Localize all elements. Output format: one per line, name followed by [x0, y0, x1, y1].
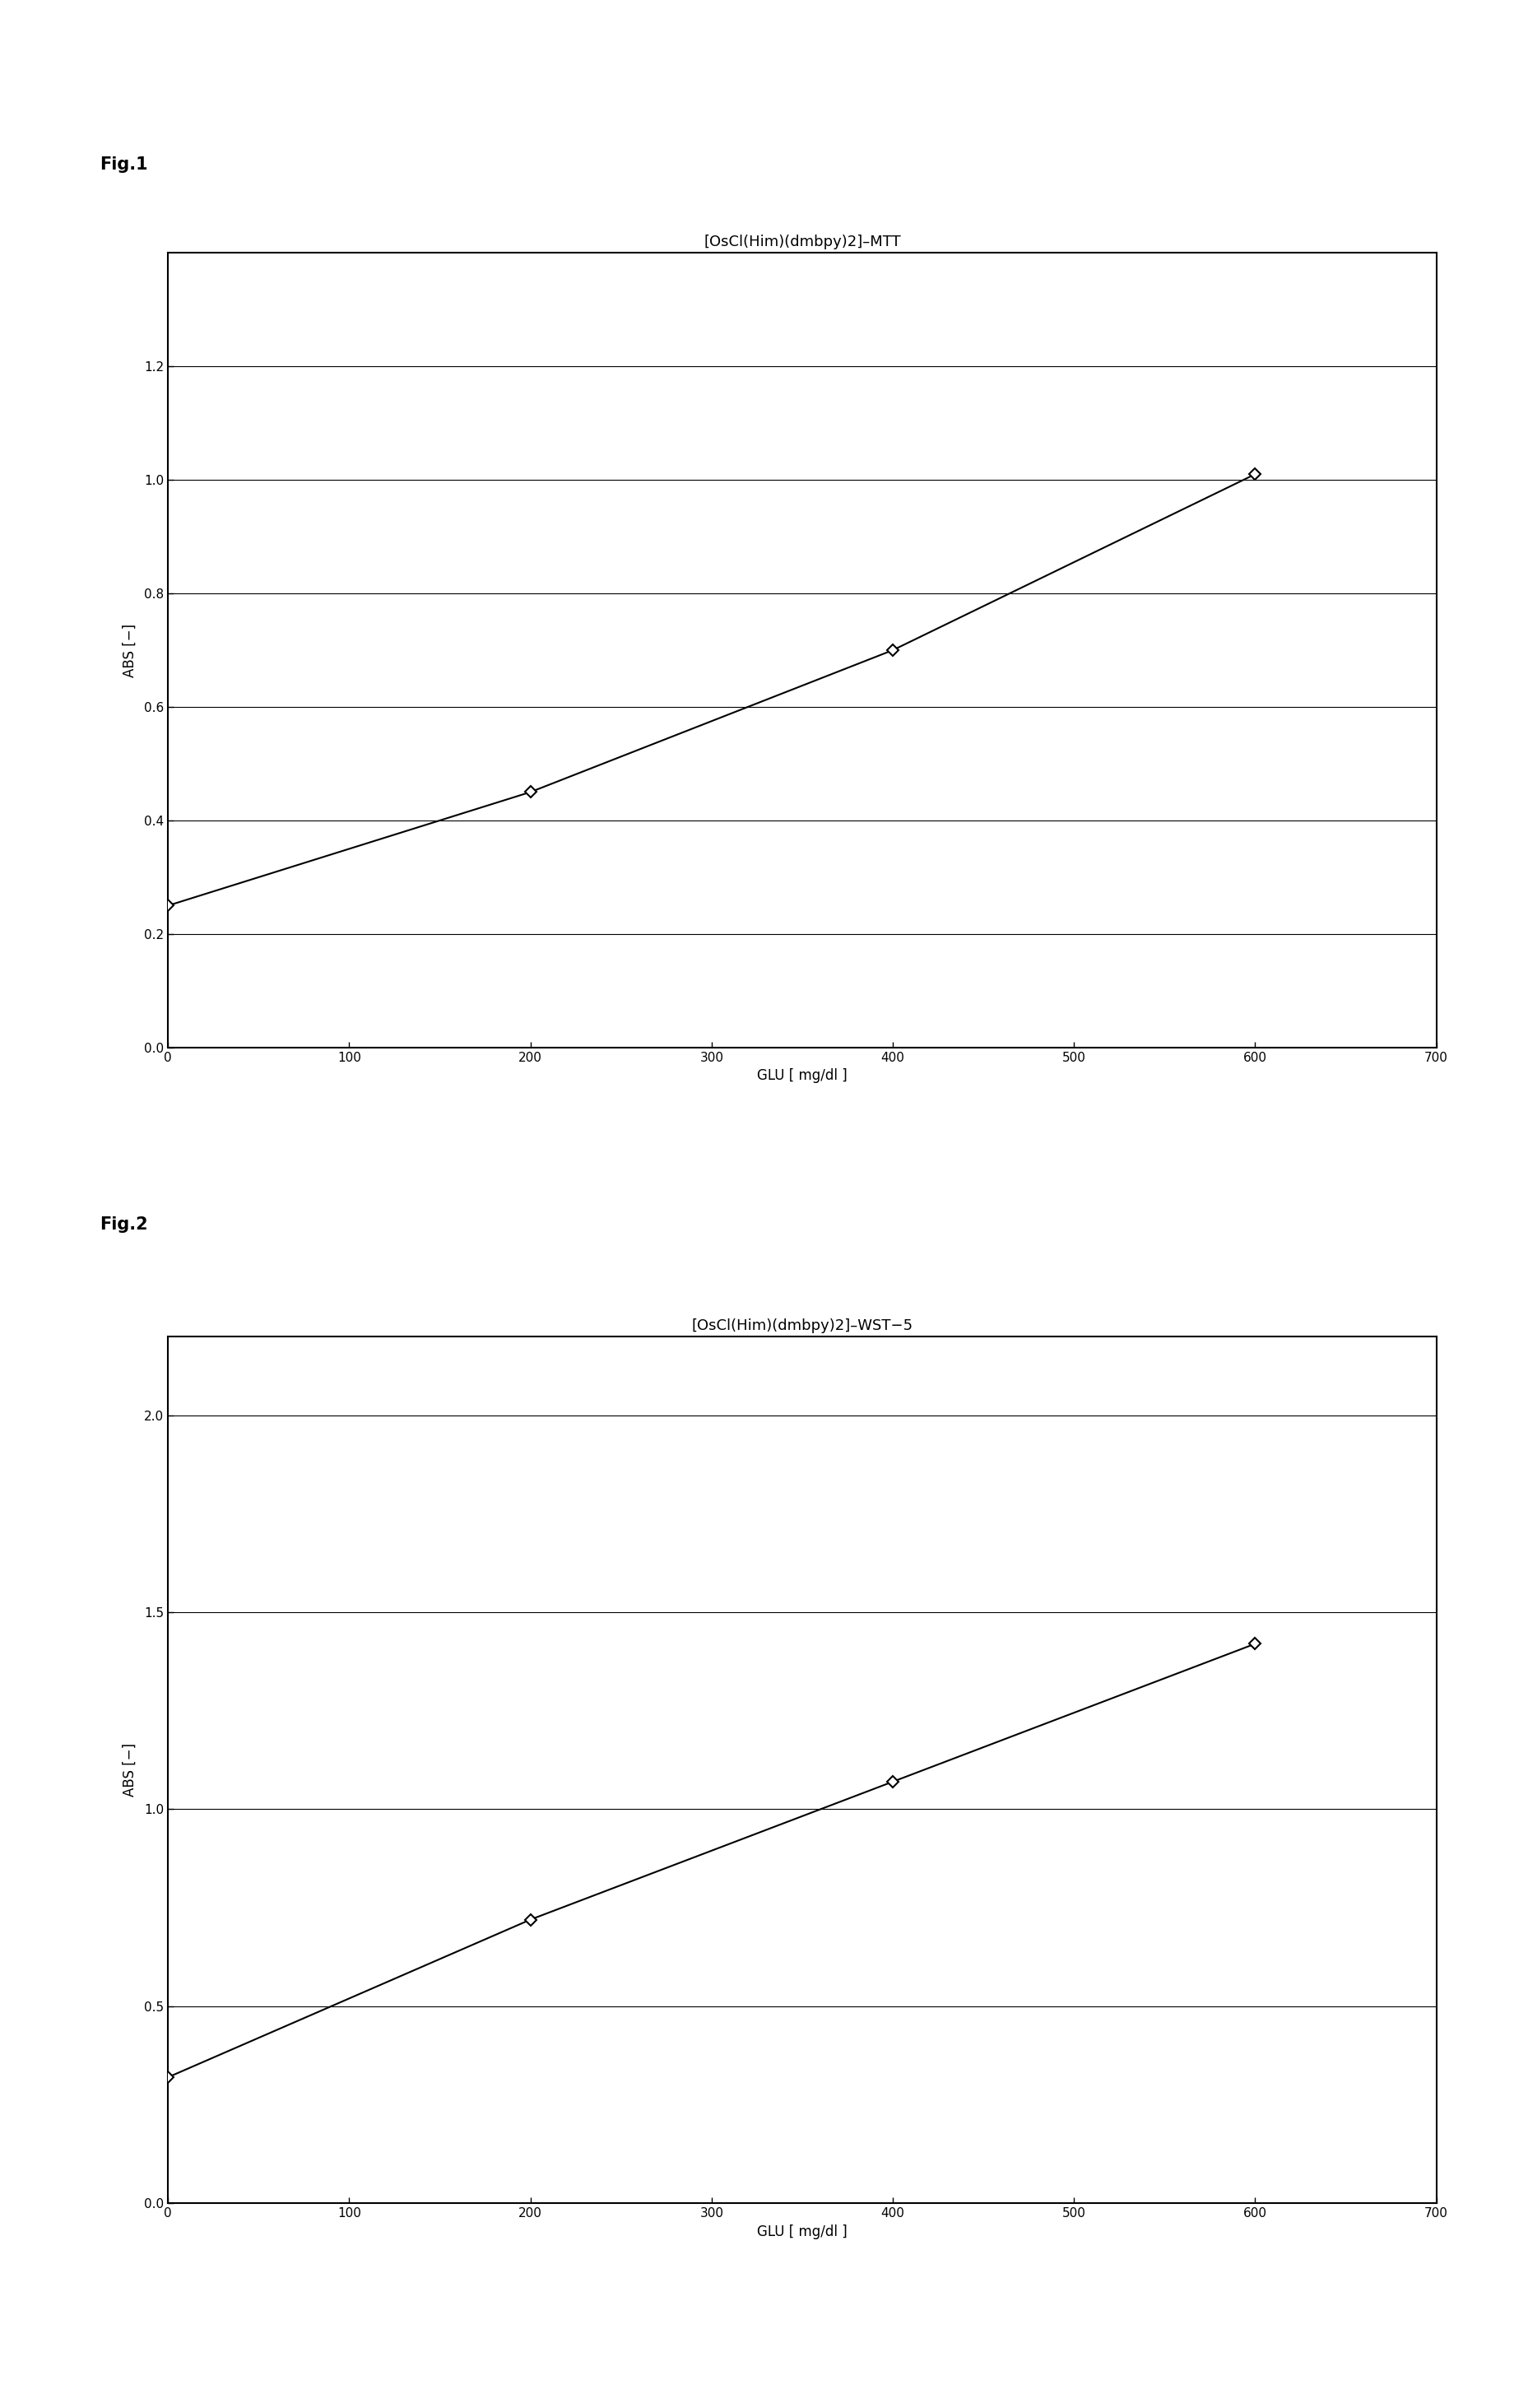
Y-axis label: ABS [−]: ABS [−] [122, 624, 138, 677]
Text: Fig.2: Fig.2 [99, 1216, 148, 1233]
Y-axis label: ABS [−]: ABS [−] [122, 1743, 138, 1796]
Title: [OsCl(Him)(dmbpy)2]–WST−5: [OsCl(Him)(dmbpy)2]–WST−5 [692, 1317, 912, 1334]
X-axis label: GLU [ mg/dl ]: GLU [ mg/dl ] [756, 2225, 848, 2239]
Text: Fig.1: Fig.1 [99, 157, 148, 173]
X-axis label: GLU [ mg/dl ]: GLU [ mg/dl ] [756, 1069, 848, 1084]
Title: [OsCl(Him)(dmbpy)2]–MTT: [OsCl(Him)(dmbpy)2]–MTT [703, 234, 902, 250]
